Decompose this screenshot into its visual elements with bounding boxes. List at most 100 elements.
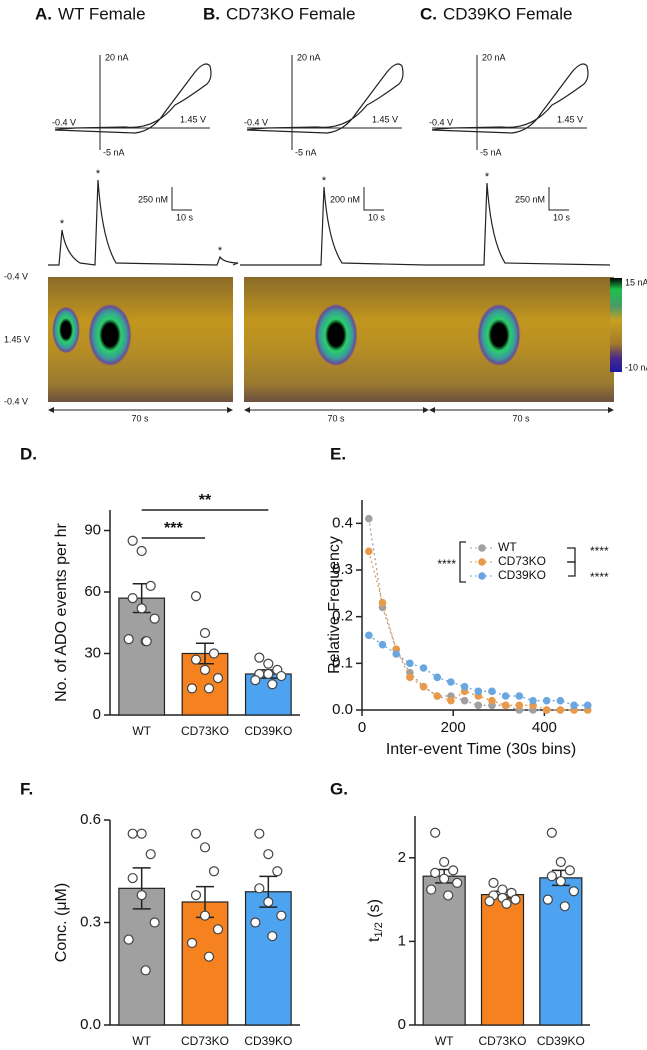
data-point (254, 828, 265, 839)
panel-label: B. (203, 4, 220, 23)
data-point (426, 884, 437, 895)
series-point (542, 706, 551, 714)
x-tick-label: CD39KO (244, 724, 292, 738)
potential-label: 1.45 V (4, 334, 30, 344)
data-point (212, 924, 224, 935)
series-point (515, 701, 524, 710)
data-point (430, 827, 441, 838)
y-tick-label: 0.2 (332, 608, 353, 625)
duration-label: 70 s (131, 413, 149, 423)
x-tick-label: WT (132, 1034, 151, 1048)
y-axis-label: t1/2 (s) (366, 899, 385, 942)
y-tick-label: 0 (93, 706, 101, 723)
scale-conc: 250 nM (138, 194, 168, 204)
cv-curve (246, 63, 404, 134)
y-tick-label: 0.6 (80, 811, 101, 828)
data-point (546, 871, 557, 882)
scale-time: 10 s (368, 212, 386, 222)
y-axis-label: Relative Frequency (326, 536, 343, 674)
colorbar (610, 278, 622, 372)
data-point (123, 634, 134, 645)
data-point (564, 865, 575, 876)
series-point (378, 640, 387, 649)
comparison-bracket (567, 547, 576, 563)
data-point (542, 894, 553, 905)
significance-label: ** (199, 492, 212, 509)
x-tick-label: 200 (441, 719, 466, 736)
legend-label: WT (498, 540, 517, 554)
data-point (208, 866, 220, 877)
y-tick-label: 60 (84, 583, 101, 600)
bar (422, 875, 466, 1026)
scale-conc: 200 nM (330, 194, 360, 204)
series-point (433, 692, 442, 700)
trace (48, 179, 239, 266)
data-point (250, 917, 261, 928)
series-line (368, 551, 588, 711)
data-point (452, 877, 463, 888)
error-bar (132, 867, 151, 910)
panel-label: G. (330, 779, 348, 798)
y-tick-label: 2 (398, 849, 406, 866)
cv-curve (54, 63, 212, 134)
bar (181, 901, 229, 1026)
panel-label: E. (330, 444, 346, 463)
data-point (186, 937, 198, 949)
data-point (136, 545, 147, 557)
series-point (570, 701, 578, 710)
cv-curve (431, 63, 589, 134)
series-point (556, 696, 565, 705)
data-point (267, 931, 278, 942)
scale-bar (171, 187, 192, 211)
duration-label: 70 s (327, 413, 345, 423)
data-point (439, 873, 450, 884)
color-plot-hotspot (477, 303, 521, 367)
comparison-bracket (568, 561, 576, 577)
series-point (501, 692, 510, 700)
data-point (546, 827, 557, 838)
series-point (447, 678, 455, 686)
data-point (203, 683, 215, 694)
data-point (199, 910, 211, 921)
series-point (460, 696, 469, 705)
legend-label: CD39KO (498, 568, 546, 582)
series-point (529, 696, 537, 705)
y-tick-label: 90 (84, 521, 101, 538)
x-tick-label: CD39KO (537, 1034, 585, 1048)
comparison-bracket (459, 541, 466, 583)
series-point (474, 701, 483, 710)
data-point (145, 849, 156, 860)
cv-label: 1.45 V (557, 114, 583, 124)
panel-label: A. (35, 4, 52, 23)
series-point (488, 687, 496, 696)
scale-time: 10 s (553, 212, 571, 222)
data-point (127, 872, 138, 884)
peak-marker: * (485, 171, 490, 183)
trace (240, 186, 426, 266)
x-tick-label: 0 (358, 719, 366, 736)
cv-label: 20 nA (482, 52, 506, 62)
data-point (208, 648, 220, 659)
x-tick-label: WT (435, 1034, 454, 1048)
legend-marker (478, 572, 486, 580)
data-point (430, 867, 441, 878)
x-axis-label: Inter-event Time (30s bins) (386, 741, 576, 758)
y-tick-label: 0.4 (332, 514, 353, 531)
data-point (448, 865, 459, 876)
trace (425, 182, 611, 266)
data-point (127, 593, 138, 604)
cv-label: 20 nA (297, 52, 321, 62)
data-point (559, 901, 570, 912)
data-point (141, 636, 152, 647)
data-point (263, 896, 274, 908)
data-point (254, 883, 265, 894)
y-axis-label: No. of ADO events per hr (53, 522, 70, 701)
series-point (419, 682, 428, 691)
series-point (583, 701, 592, 710)
panel-title: CD73KO Female (226, 4, 355, 23)
data-point (203, 951, 215, 962)
series-point (365, 547, 373, 556)
peak-marker: * (60, 218, 65, 230)
bar (118, 887, 166, 1026)
